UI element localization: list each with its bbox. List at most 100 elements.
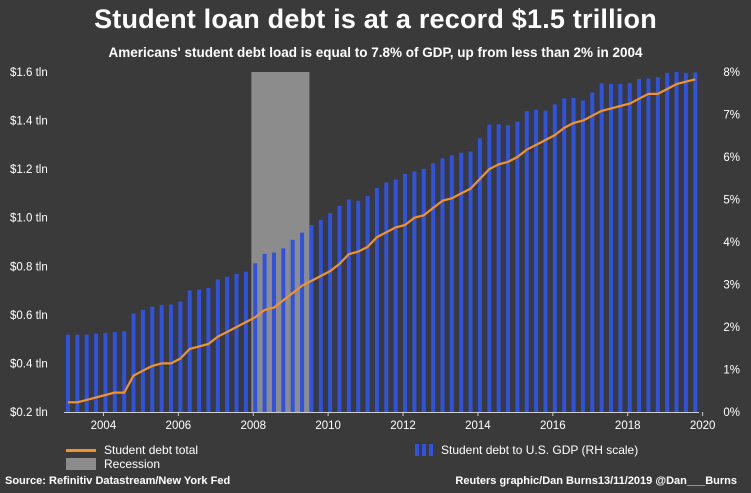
- legend-item-recession: Recession: [66, 457, 160, 471]
- source-note: Source: Refinitiv Datastream/New York Fe…: [5, 475, 231, 487]
- legend-label-debt-gdp: Student debt to U.S. GDP (RH scale): [441, 443, 639, 457]
- gdp-bar: [608, 83, 613, 413]
- y-left-tick-label: $0.4 tln: [10, 358, 48, 370]
- gdp-bar: [477, 138, 482, 413]
- gdp-bar: [412, 171, 417, 412]
- x-tick-label: 2014: [465, 420, 491, 432]
- axes-layer: 2004 2006 2008 2010 2012 2014 2016 2018 2020 $0.2…: [10, 67, 740, 432]
- y-right-tick-label: 8%: [723, 67, 740, 79]
- gdp-bar: [300, 232, 305, 412]
- gdp-bar: [337, 205, 342, 412]
- debt-total-line: [68, 78, 696, 404]
- y-left-tick-label: $1.2 tln: [10, 164, 48, 176]
- gdp-bar: [75, 334, 80, 412]
- gdp-bar: [281, 248, 286, 412]
- gdp-bar: [571, 97, 576, 413]
- gdp-bar: [253, 263, 258, 412]
- gdp-bar: [506, 125, 511, 412]
- gdp-bar: [328, 213, 333, 412]
- gdp-bar: [112, 332, 117, 412]
- x-tick-label: 2016: [540, 420, 566, 432]
- y-right-tick-label: 2%: [723, 322, 740, 334]
- gdp-bar: [187, 290, 192, 412]
- y-left-tick-label: $1.6 tln: [10, 67, 48, 79]
- legend-item-debt-total: Student debt total: [66, 443, 198, 457]
- y-right-tick-label: 4%: [723, 237, 740, 249]
- gdp-bar: [122, 331, 127, 412]
- x-tick-label: 2008: [240, 420, 266, 432]
- gdp-bar: [618, 83, 623, 413]
- y-left-tick-label: $0.2 tln: [10, 407, 48, 419]
- gdp-bar: [94, 333, 99, 412]
- legend-line-swatch: [66, 448, 96, 452]
- gdp-bar: [421, 168, 426, 412]
- gdp-bar: [487, 124, 492, 412]
- gdp-bar: [356, 200, 361, 412]
- y-left-tick-label: $1.4 tln: [10, 116, 48, 128]
- gdp-bar: [562, 98, 567, 412]
- gdp-bar: [440, 158, 445, 412]
- y-right-tick-label: 7%: [723, 110, 740, 122]
- gdp-bar: [66, 334, 70, 412]
- gdp-bar: [627, 83, 632, 413]
- legend-item-debt-gdp: Student debt to U.S. GDP (RH scale): [415, 443, 638, 457]
- line-layer: [68, 78, 696, 404]
- y-right-tick-label: 5%: [723, 195, 740, 207]
- x-tick-label: 2018: [615, 420, 641, 432]
- gdp-bar: [243, 271, 248, 412]
- gdp-bar: [271, 252, 276, 412]
- gdp-bar: [637, 78, 642, 413]
- gdp-bar: [290, 239, 295, 412]
- y-right-tick-label: 3%: [723, 280, 740, 292]
- gdp-bar: [150, 306, 155, 412]
- gdp-bar: [384, 182, 389, 412]
- credit-note: Reuters graphic/Dan Burns13/11/2019 @Dan…: [455, 475, 737, 487]
- recession-band: [251, 72, 310, 412]
- gdp-bar: [655, 77, 660, 412]
- y-right-tick-label: 6%: [723, 152, 740, 164]
- gdp-bar: [580, 100, 585, 412]
- gdp-bar: [365, 196, 370, 412]
- gdp-bar: [309, 225, 314, 412]
- gdp-bar: [215, 279, 220, 412]
- x-tick-label: 2004: [91, 420, 117, 432]
- gdp-bar: [225, 276, 230, 412]
- gdp-bar: [674, 72, 679, 412]
- gdp-bar: [693, 72, 698, 413]
- legend-label-debt-total: Student debt total: [104, 443, 199, 457]
- gdp-bar: [590, 92, 595, 413]
- gdp-bar: [393, 179, 398, 412]
- legend-label-recession: Recession: [104, 457, 161, 471]
- gdp-bar: [131, 313, 136, 412]
- gdp-bar: [168, 304, 173, 412]
- gdp-bar: [374, 188, 379, 412]
- gdp-bar: [646, 78, 651, 412]
- y-left-tick-label: $0.8 tln: [10, 261, 48, 273]
- bars-layer: [66, 72, 698, 413]
- x-tick-label: 2020: [690, 420, 716, 432]
- gdp-bar: [103, 332, 108, 412]
- gdp-bar: [234, 273, 239, 412]
- y-right-tick-label: 1%: [723, 365, 740, 377]
- gdp-bar: [683, 72, 688, 412]
- gdp-bar: [543, 110, 548, 413]
- x-tick-label: 2006: [166, 420, 192, 432]
- chart-title: Student loan debt is at a record $1.5 tr…: [94, 4, 657, 34]
- gdp-bar: [206, 287, 211, 412]
- gdp-bar: [140, 310, 145, 412]
- gdp-bar: [318, 219, 323, 412]
- gdp-bar: [665, 72, 670, 412]
- gdp-bar: [534, 109, 539, 412]
- gdp-bar: [524, 111, 529, 412]
- gdp-bar: [178, 301, 183, 412]
- y-left-tick-label: $1.0 tln: [10, 213, 48, 225]
- gdp-bar: [515, 121, 520, 412]
- gdp-bar: [468, 151, 473, 412]
- legend-bars-swatch: [415, 444, 433, 456]
- chart-subtitle: Americans' student debt load is equal to…: [108, 45, 643, 60]
- gdp-bar: [496, 124, 501, 413]
- gdp-bar: [599, 83, 604, 412]
- legend-box-swatch: [66, 458, 96, 470]
